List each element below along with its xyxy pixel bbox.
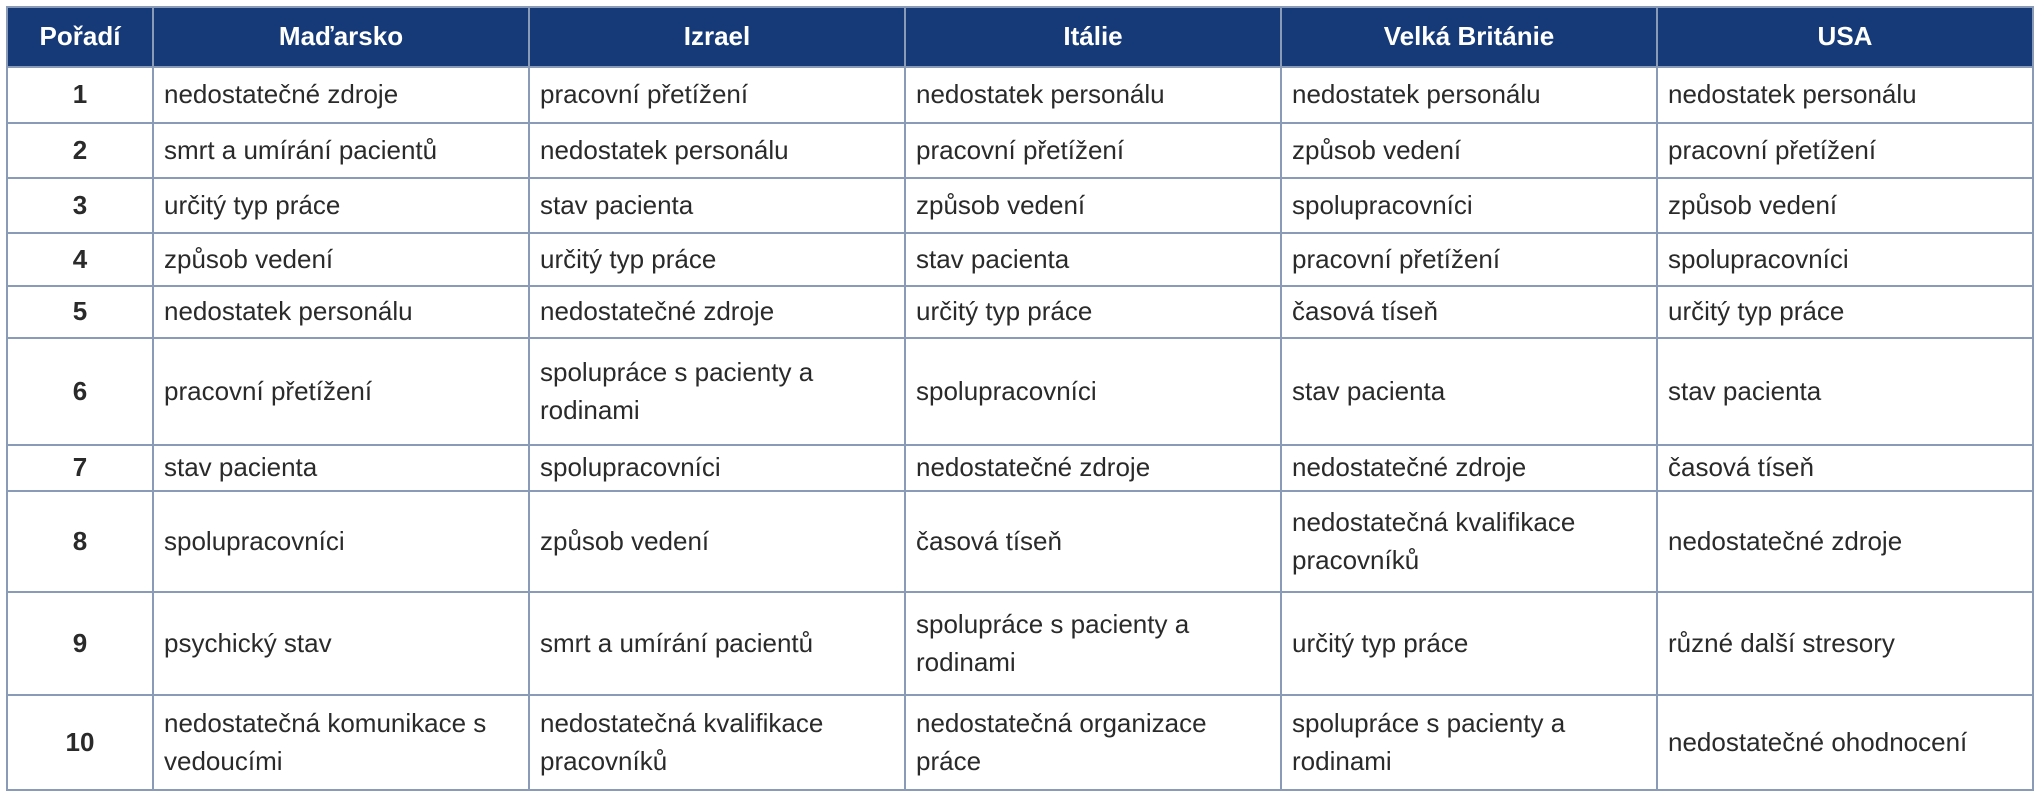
stressor-cell: pracovní přetížení	[528, 66, 906, 124]
stressor-cell: nedostatečné zdroje	[904, 444, 1282, 492]
stressor-cell: nedostatečná komunikace s vedoucími	[152, 694, 530, 791]
rank-cell: 4	[6, 232, 154, 287]
table-row: 9 psychický stav smrt a umírání pacientů sp…	[6, 591, 2034, 696]
header-cell: Velká Británie	[1280, 6, 1658, 68]
stressor-cell: pracovní přetížení	[1656, 122, 2034, 179]
table-row: 2 smrt a umírání pacientů nedostatek perso…	[6, 122, 2034, 179]
stressor-cell: spolupracovníci	[904, 337, 1282, 446]
stressor-cell: způsob vedení	[1280, 122, 1658, 179]
rank-cell: 6	[6, 337, 154, 446]
table-row: 1 nedostatečné zdroje pracovní přetížení ne…	[6, 66, 2034, 124]
header-cell: Pořadí	[6, 6, 154, 68]
stressor-cell: stav pacienta	[1656, 337, 2034, 446]
stressor-cell: nedostatečná kvalifikace pracovníků	[528, 694, 906, 791]
table-row: 4 způsob vedení určitý typ práce stav pacie…	[6, 232, 2034, 287]
rank-cell: 3	[6, 177, 154, 234]
stressor-cell: nedostatečné zdroje	[152, 66, 530, 124]
stressor-cell: pracovní přetížení	[152, 337, 530, 446]
stressor-cell: nedostatek personálu	[1656, 66, 2034, 124]
stressor-cell: stav pacienta	[1280, 337, 1658, 446]
stressor-cell: nedostatek personálu	[1280, 66, 1658, 124]
rank-cell: 2	[6, 122, 154, 179]
stressor-cell: smrt a umírání pacientů	[152, 122, 530, 179]
stressor-cell: nedostatečné zdroje	[1280, 444, 1658, 492]
stressor-cell: spolupracovníci	[1280, 177, 1658, 234]
stressor-cell: nedostatek personálu	[152, 285, 530, 339]
stressor-cell: stav pacienta	[152, 444, 530, 492]
stressor-cell: stav pacienta	[528, 177, 906, 234]
stressor-cell: pracovní přetížení	[904, 122, 1282, 179]
stressor-cell: časová tíseň	[904, 490, 1282, 593]
stressor-table: Pořadí Maďarsko Izrael Itálie Velká Británie…	[6, 6, 2034, 791]
stressor-cell: nedostatečná organizace práce	[904, 694, 1282, 791]
stressor-cell: nedostatečné zdroje	[1656, 490, 2034, 593]
page: Pořadí Maďarsko Izrael Itálie Velká Británie…	[6, 6, 2034, 791]
stressor-cell: nedostatečné ohodnocení	[1656, 694, 2034, 791]
stressor-cell: psychický stav	[152, 591, 530, 696]
table-body: 1 nedostatečné zdroje pracovní přetížení ne…	[6, 66, 2034, 791]
stressor-cell: způsob vedení	[1656, 177, 2034, 234]
stressor-cell: určitý typ práce	[528, 232, 906, 287]
table-row: 5 nedostatek personálu nedostatečné zdroje…	[6, 285, 2034, 339]
rank-cell: 9	[6, 591, 154, 696]
stressor-cell: časová tíseň	[1280, 285, 1658, 339]
rank-cell: 8	[6, 490, 154, 593]
stressor-cell: pracovní přetížení	[1280, 232, 1658, 287]
stressor-cell: způsob vedení	[904, 177, 1282, 234]
stressor-cell: časová tíseň	[1656, 444, 2034, 492]
stressor-cell: smrt a umírání pacientů	[528, 591, 906, 696]
header-cell: Izrael	[528, 6, 906, 68]
stressor-cell: spolupráce s pacienty a rodinami	[904, 591, 1282, 696]
header-cell: Itálie	[904, 6, 1282, 68]
stressor-cell: spolupracovníci	[528, 444, 906, 492]
stressor-cell: spolupracovníci	[1656, 232, 2034, 287]
table-row: 8 spolupracovníci způsob vedení časová tíse…	[6, 490, 2034, 593]
rank-cell: 1	[6, 66, 154, 124]
stressor-cell: nedostatek personálu	[904, 66, 1282, 124]
stressor-cell: stav pacienta	[904, 232, 1282, 287]
stressor-cell: určitý typ práce	[152, 177, 530, 234]
table-row: 6 pracovní přetížení spolupráce s pacienty…	[6, 337, 2034, 446]
header-cell: Maďarsko	[152, 6, 530, 68]
stressor-cell: způsob vedení	[152, 232, 530, 287]
table-row: 7 stav pacienta spolupracovníci nedostatečn…	[6, 444, 2034, 492]
table-row: 10 nedostatečná komunikace s vedoucími ned…	[6, 694, 2034, 791]
stressor-cell: určitý typ práce	[1656, 285, 2034, 339]
stressor-cell: nedostatečné zdroje	[528, 285, 906, 339]
rank-cell: 5	[6, 285, 154, 339]
rank-cell: 10	[6, 694, 154, 791]
stressor-cell: spolupráce s pacienty a rodinami	[528, 337, 906, 446]
stressor-cell: nedostatek personálu	[528, 122, 906, 179]
stressor-cell: určitý typ práce	[904, 285, 1282, 339]
stressor-cell: různé další stresory	[1656, 591, 2034, 696]
stressor-cell: spolupráce s pacienty a rodinami	[1280, 694, 1658, 791]
stressor-cell: nedostatečná kvalifikace pracovníků	[1280, 490, 1658, 593]
rank-cell: 7	[6, 444, 154, 492]
table-header: Pořadí Maďarsko Izrael Itálie Velká Británie…	[6, 6, 2034, 68]
stressor-cell: určitý typ práce	[1280, 591, 1658, 696]
stressor-cell: způsob vedení	[528, 490, 906, 593]
stressor-cell: spolupracovníci	[152, 490, 530, 593]
table-row: 3 určitý typ práce stav pacienta způsob ved…	[6, 177, 2034, 234]
header-cell: USA	[1656, 6, 2034, 68]
header-row: Pořadí Maďarsko Izrael Itálie Velká Británie…	[6, 6, 2034, 68]
